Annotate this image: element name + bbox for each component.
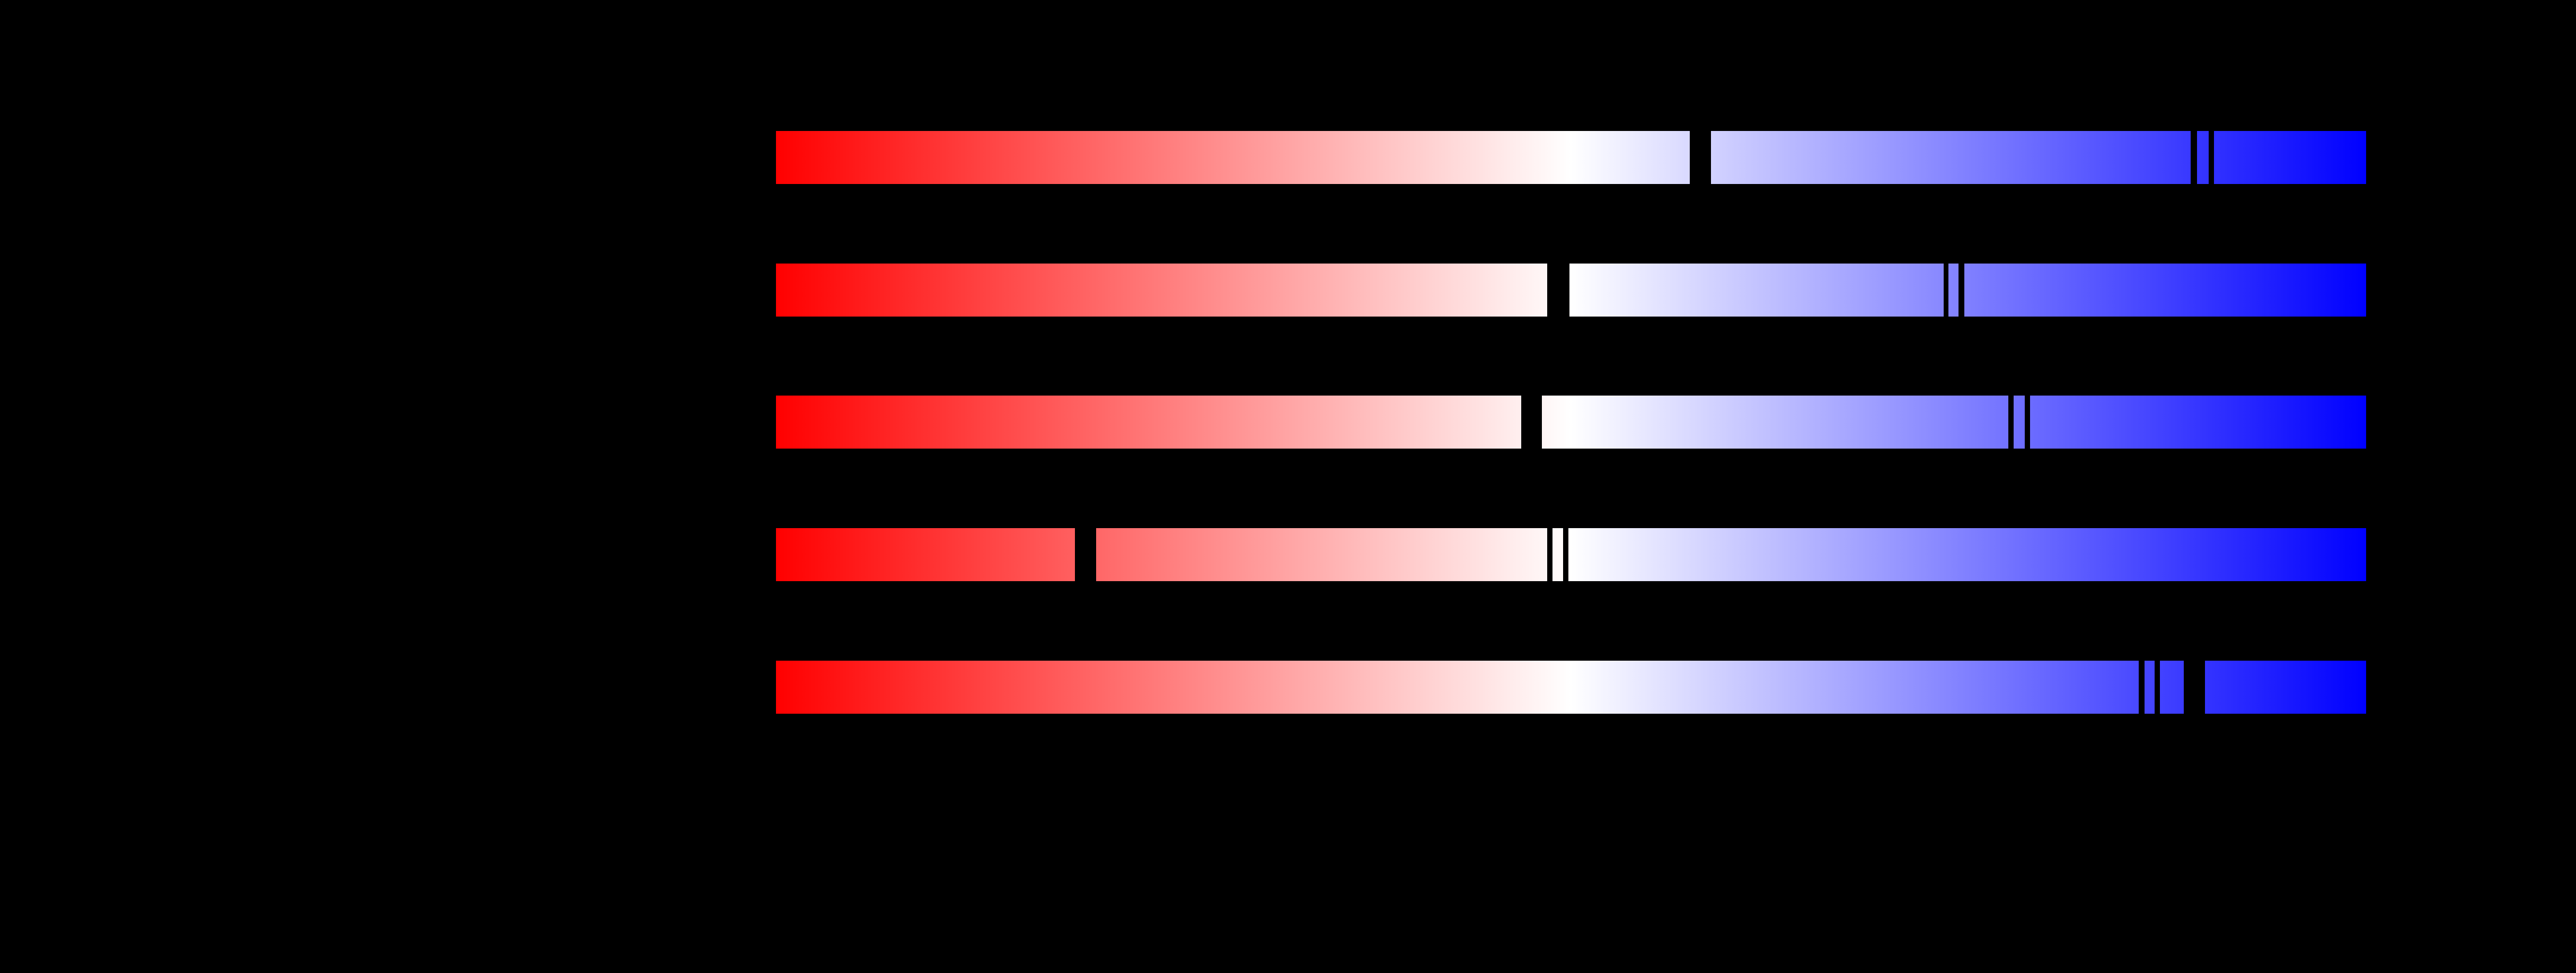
thin-tick-row-3-2: [2024, 396, 2031, 449]
thin-tick-row-3-1: [2008, 396, 2014, 449]
thin-tick-row-5-1: [2138, 661, 2145, 714]
wide-tick-row-5: [2183, 661, 2206, 714]
thin-tick-row-2-2: [1959, 264, 1964, 317]
wide-tick-row-3: [1521, 396, 1542, 449]
wide-tick-row-1: [1690, 131, 1711, 184]
thin-tick-row-2-1: [1943, 264, 1948, 317]
wide-tick-row-2: [1547, 264, 1569, 317]
wide-tick-row-4: [1074, 528, 1096, 581]
thin-tick-row-4-1: [1547, 528, 1552, 581]
gradient-bar-row-2: [776, 264, 2366, 317]
thin-tick-row-1-2: [2209, 131, 2214, 184]
gradient-bar-row-5: [776, 661, 2366, 714]
gradient-bar-row-3: [776, 396, 2366, 449]
gradient-bar-row-4: [776, 528, 2366, 581]
thin-tick-row-5-2: [2154, 661, 2160, 714]
thin-tick-row-4-2: [1563, 528, 1568, 581]
thin-tick-row-1-1: [2191, 131, 2198, 184]
gradient-bar-row-1: [776, 131, 2366, 184]
